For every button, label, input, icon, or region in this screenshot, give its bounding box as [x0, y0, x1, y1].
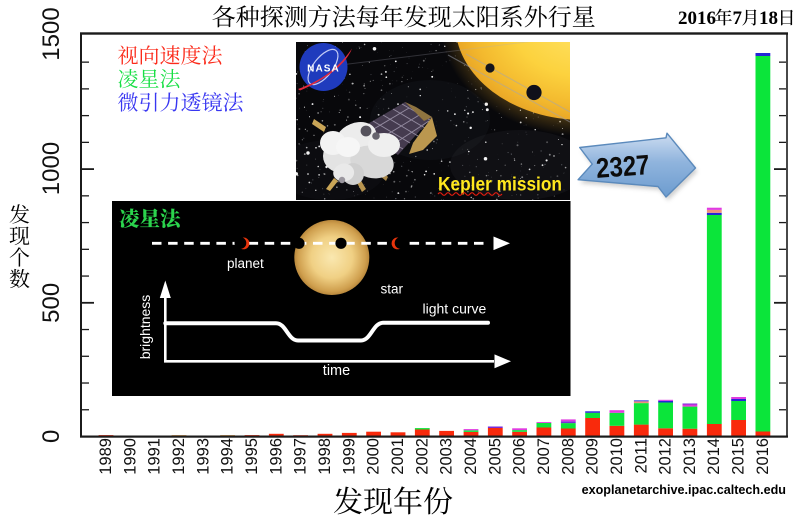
- svg-text:2010: 2010: [608, 438, 626, 475]
- svg-text:2016: 2016: [678, 8, 716, 29]
- svg-text:2003: 2003: [438, 438, 456, 475]
- svg-text:2327: 2327: [595, 149, 651, 184]
- svg-text:2006: 2006: [511, 438, 529, 475]
- svg-text:NASA: NASA: [307, 64, 340, 75]
- svg-text:500: 500: [38, 283, 65, 323]
- svg-text:2009: 2009: [584, 438, 602, 475]
- svg-text:1995: 1995: [243, 438, 261, 475]
- svg-text:Kepler mission: Kepler mission: [438, 174, 562, 196]
- svg-text:brightness: brightness: [137, 295, 153, 360]
- svg-text:1996: 1996: [267, 438, 285, 475]
- svg-text:1998: 1998: [316, 438, 334, 475]
- svg-text:time: time: [323, 363, 350, 379]
- svg-text:1500: 1500: [38, 7, 65, 60]
- svg-text:2000: 2000: [365, 438, 383, 475]
- svg-text:0: 0: [38, 430, 65, 443]
- svg-text:2001: 2001: [389, 438, 407, 475]
- svg-text:2012: 2012: [657, 438, 675, 475]
- svg-text:2008: 2008: [559, 438, 577, 475]
- svg-text:2014: 2014: [705, 438, 723, 475]
- svg-text:1994: 1994: [219, 438, 237, 475]
- svg-text:2002: 2002: [413, 438, 431, 475]
- svg-text:2013: 2013: [681, 438, 699, 475]
- svg-text:1991: 1991: [146, 438, 164, 475]
- svg-text:1997: 1997: [292, 438, 310, 475]
- svg-text:1992: 1992: [170, 438, 188, 475]
- svg-text:18: 18: [759, 8, 778, 29]
- svg-text:light curve: light curve: [423, 301, 487, 317]
- svg-text:1999: 1999: [340, 438, 358, 475]
- svg-text:1993: 1993: [194, 438, 212, 475]
- svg-text:7: 7: [733, 8, 743, 29]
- svg-text:star: star: [381, 282, 404, 297]
- svg-text:exoplanetarchive.ipac.caltech.: exoplanetarchive.ipac.caltech.edu: [582, 483, 786, 497]
- svg-text:1990: 1990: [121, 438, 139, 475]
- svg-text:1989: 1989: [97, 438, 115, 475]
- svg-text:2015: 2015: [730, 438, 748, 475]
- svg-text:2011: 2011: [632, 438, 650, 473]
- svg-text:2005: 2005: [486, 438, 504, 475]
- svg-text:planet: planet: [227, 256, 264, 271]
- svg-text:2004: 2004: [462, 438, 480, 475]
- svg-text:1000: 1000: [38, 142, 65, 195]
- svg-text:2016: 2016: [754, 438, 772, 475]
- svg-text:2007: 2007: [535, 438, 553, 475]
